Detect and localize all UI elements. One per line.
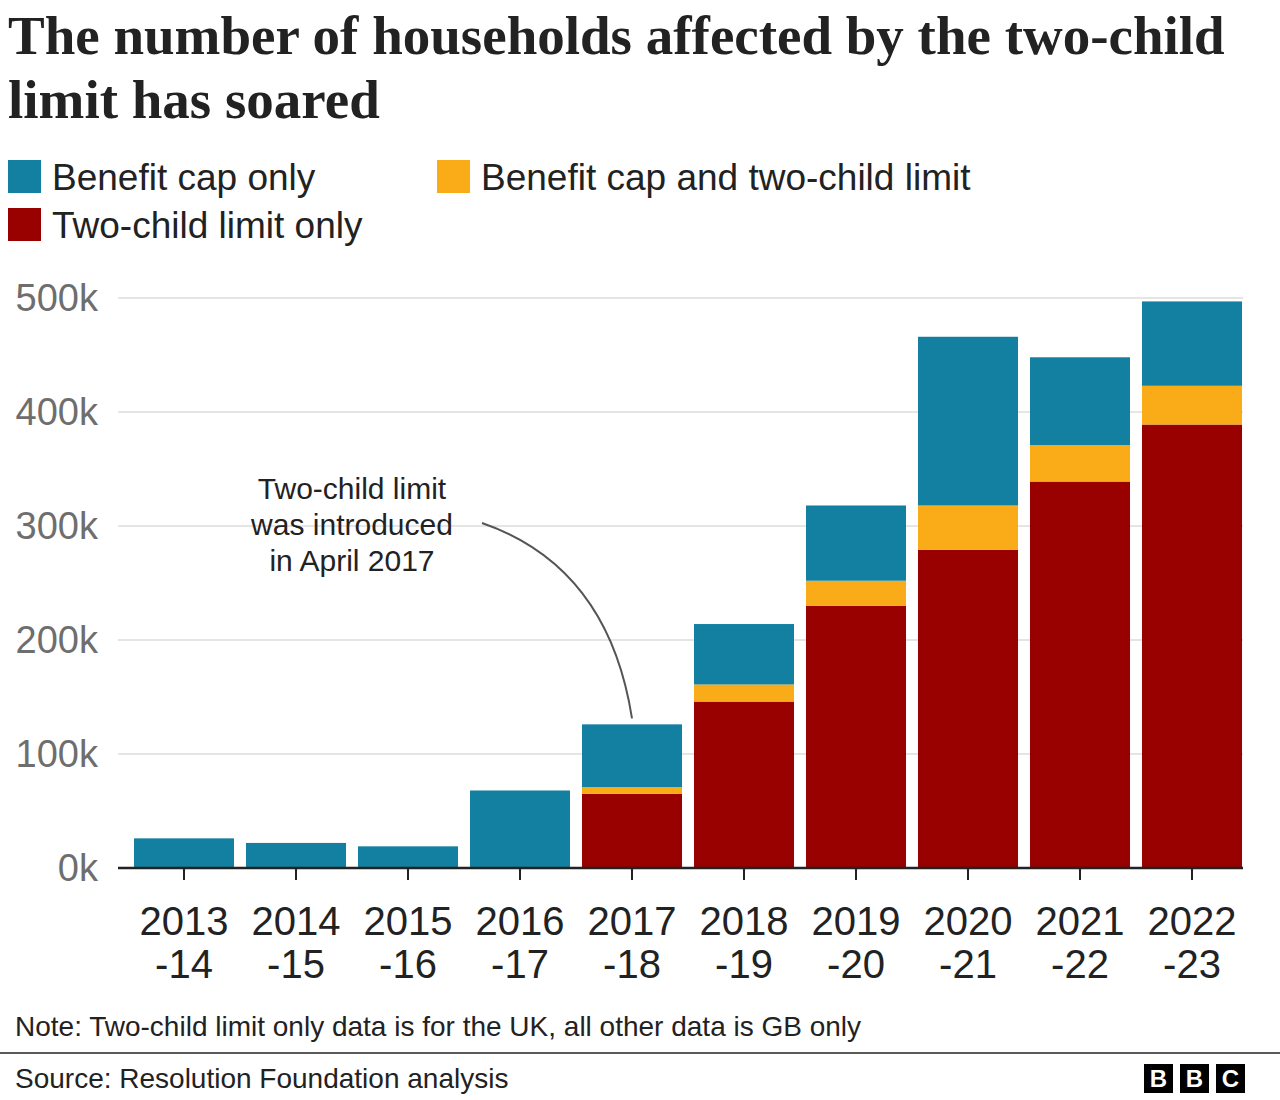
x-tick-label: 2016-17 bbox=[476, 899, 565, 986]
logo-letter: B bbox=[1186, 1065, 1203, 1092]
x-tick-line: 2018 bbox=[700, 899, 789, 943]
y-tick-label: 100k bbox=[16, 733, 99, 775]
x-tick-line: 2020 bbox=[924, 899, 1013, 943]
title-line: limit has soared bbox=[8, 69, 380, 130]
x-tick bbox=[1079, 868, 1081, 880]
x-tick-label: 2022-23 bbox=[1148, 899, 1237, 986]
y-tick-label: 300k bbox=[16, 505, 99, 547]
logo-letter: C bbox=[1222, 1065, 1239, 1092]
x-tick-line: 2017 bbox=[588, 899, 677, 943]
y-tick-label: 0k bbox=[58, 847, 99, 889]
x-tick-line: -22 bbox=[1051, 942, 1109, 986]
bar bbox=[806, 505, 906, 580]
y-tick-label: 400k bbox=[16, 391, 99, 433]
note: Note: Two-child limit only data is for t… bbox=[15, 1011, 861, 1042]
x-tick-label: 2020-21 bbox=[924, 899, 1013, 986]
x-tick bbox=[407, 868, 409, 880]
bar bbox=[918, 505, 1018, 549]
legend-swatch bbox=[8, 208, 41, 241]
x-tick bbox=[743, 868, 745, 880]
x-tick-label: 2013-14 bbox=[140, 899, 229, 986]
x-tick-line: 2016 bbox=[476, 899, 565, 943]
chart: The number of households affected by the… bbox=[0, 0, 1280, 1100]
x-tick-label: 2018-19 bbox=[700, 899, 789, 986]
legend-swatch bbox=[8, 160, 41, 193]
x-tick bbox=[855, 868, 857, 880]
x-tick bbox=[1191, 868, 1193, 880]
legend-label: Two-child limit only bbox=[52, 205, 363, 246]
bar bbox=[1142, 386, 1242, 425]
x-tick-line: 2019 bbox=[812, 899, 901, 943]
bar bbox=[694, 624, 794, 684]
x-tick-line: 2022 bbox=[1148, 899, 1237, 943]
x-tick-line: -18 bbox=[603, 942, 661, 986]
bar bbox=[806, 581, 906, 606]
bar bbox=[694, 684, 794, 701]
y-tick-label: 500k bbox=[16, 277, 99, 319]
bar bbox=[582, 794, 682, 868]
x-tick bbox=[967, 868, 969, 880]
bar bbox=[1142, 301, 1242, 385]
x-tick-label: 2019-20 bbox=[812, 899, 901, 986]
x-tick-line: 2013 bbox=[140, 899, 229, 943]
bar bbox=[470, 790, 570, 868]
x-tick-line: 2015 bbox=[364, 899, 453, 943]
annotation: Two-child limitwas introducedin April 20… bbox=[250, 472, 453, 577]
annotation-arrow bbox=[482, 523, 632, 718]
x-tick-line: 2014 bbox=[252, 899, 341, 943]
x-tick-label: 2017-18 bbox=[588, 899, 677, 986]
x-tick bbox=[295, 868, 297, 880]
x-tick-label: 2021-22 bbox=[1036, 899, 1125, 986]
legend-swatch bbox=[437, 160, 470, 193]
bar bbox=[582, 787, 682, 794]
grid-line bbox=[118, 297, 1243, 299]
title: The number of households affected by the… bbox=[8, 5, 1225, 130]
grid-line bbox=[118, 867, 1243, 869]
bar bbox=[1030, 482, 1130, 868]
bar bbox=[1142, 425, 1242, 868]
annotation-line: was introduced bbox=[250, 508, 453, 541]
bar bbox=[358, 846, 458, 868]
legend-item: Benefit cap and two-child limit bbox=[437, 157, 971, 198]
x-tick bbox=[519, 868, 521, 880]
x-tick bbox=[183, 868, 185, 880]
bars bbox=[134, 301, 1242, 868]
bar bbox=[134, 838, 234, 868]
x-tick-line: -21 bbox=[939, 942, 997, 986]
y-tick-label: 200k bbox=[16, 619, 99, 661]
legend-item: Benefit cap only bbox=[8, 157, 316, 198]
annotation-line: in April 2017 bbox=[269, 544, 434, 577]
bar bbox=[918, 337, 1018, 506]
bar bbox=[582, 724, 682, 787]
bar bbox=[1030, 357, 1130, 445]
bar bbox=[246, 843, 346, 868]
source: Source: Resolution Foundation analysis bbox=[15, 1063, 508, 1094]
x-tick-label: 2014-15 bbox=[252, 899, 341, 986]
legend-label: Benefit cap and two-child limit bbox=[481, 157, 971, 198]
bar bbox=[918, 550, 1018, 868]
x-axis bbox=[118, 867, 1243, 870]
annotation-line: Two-child limit bbox=[258, 472, 447, 505]
x-tick-line: -15 bbox=[267, 942, 325, 986]
logo-box bbox=[1180, 1064, 1209, 1093]
legend-item: Two-child limit only bbox=[8, 205, 363, 246]
legend-label: Benefit cap only bbox=[52, 157, 316, 198]
logo-box bbox=[1144, 1064, 1173, 1093]
title-line: The number of households affected by the… bbox=[8, 5, 1225, 66]
x-tick-line: -17 bbox=[491, 942, 549, 986]
x-tick-line: 2021 bbox=[1036, 899, 1125, 943]
x-tick-line: -19 bbox=[715, 942, 773, 986]
bar bbox=[806, 606, 906, 868]
logo-letter: B bbox=[1150, 1065, 1167, 1092]
bar bbox=[694, 702, 794, 868]
x-tick-line: -16 bbox=[379, 942, 437, 986]
x-tick-label: 2015-16 bbox=[364, 899, 453, 986]
logo-box bbox=[1216, 1064, 1245, 1093]
x-tick-line: -14 bbox=[155, 942, 213, 986]
footer-rule bbox=[0, 1052, 1280, 1054]
x-tick bbox=[631, 868, 633, 880]
x-tick-line: -23 bbox=[1163, 942, 1221, 986]
x-tick-line: -20 bbox=[827, 942, 885, 986]
bar bbox=[1030, 445, 1130, 481]
